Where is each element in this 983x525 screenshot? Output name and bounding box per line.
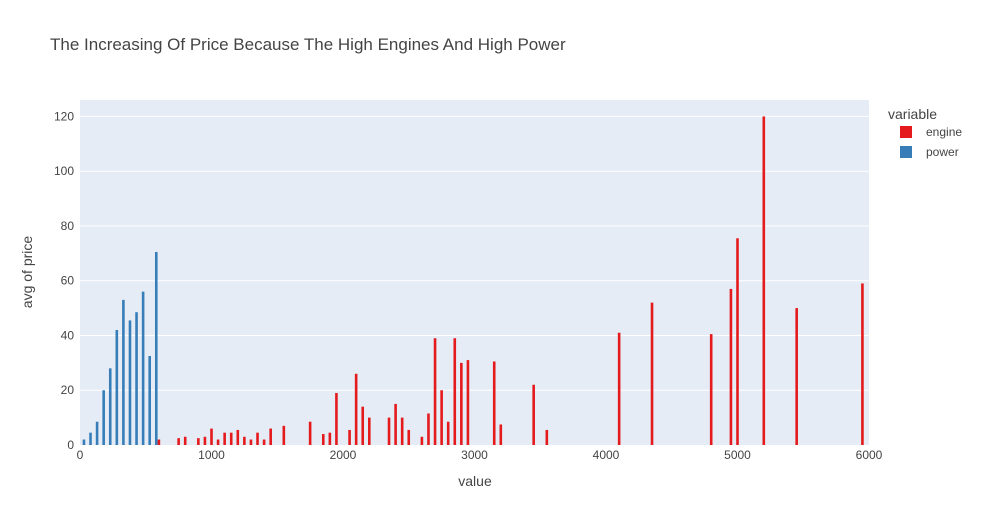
legend-swatch-engine[interactable] — [900, 126, 912, 138]
x-axis-title: value — [458, 473, 492, 489]
engine-bar[interactable] — [499, 424, 503, 445]
engine-bar[interactable] — [262, 439, 266, 445]
power-bar[interactable] — [82, 439, 86, 445]
x-tick-label: 5000 — [724, 448, 751, 462]
x-tick-label: 3000 — [461, 448, 488, 462]
engine-bar[interactable] — [269, 428, 272, 445]
engine-bar[interactable] — [308, 421, 312, 445]
legend-label-power[interactable]: power — [926, 145, 959, 159]
legend-swatch-power[interactable] — [900, 146, 912, 158]
engine-bar[interactable] — [400, 417, 404, 445]
legend[interactable]: variable engine power — [888, 106, 962, 159]
engine-bar[interactable] — [203, 436, 207, 445]
engine-bar[interactable] — [157, 439, 161, 445]
y-tick-label: 60 — [61, 274, 75, 288]
y-tick-label: 40 — [61, 328, 75, 342]
engine-bar[interactable] — [861, 283, 864, 445]
power-bar[interactable] — [108, 368, 112, 445]
engine-bar[interactable] — [236, 429, 240, 445]
x-axis-ticks: 0 1000 2000 3000 4000 5000 6000 — [77, 448, 883, 462]
engine-bar[interactable] — [532, 384, 535, 445]
engine-bar[interactable] — [282, 425, 286, 445]
engine-bar[interactable] — [328, 432, 332, 445]
engine-bar[interactable] — [223, 432, 226, 445]
engine-bar[interactable] — [795, 308, 798, 445]
engine-bar[interactable] — [348, 429, 351, 445]
x-tick-label: 4000 — [593, 448, 620, 462]
engine-bar[interactable] — [368, 417, 371, 445]
power-bar[interactable] — [95, 421, 99, 445]
engine-bar[interactable] — [256, 432, 259, 445]
plot-area — [80, 100, 869, 445]
power-bar[interactable] — [122, 299, 125, 445]
engine-bar[interactable] — [197, 438, 200, 445]
engine-bar[interactable] — [177, 438, 180, 445]
engine-bar[interactable] — [466, 360, 470, 445]
bars — [82, 116, 864, 445]
power-bar[interactable] — [135, 312, 138, 445]
engine-bar[interactable] — [709, 334, 713, 445]
engine-bar[interactable] — [210, 428, 213, 445]
power-bar[interactable] — [148, 356, 151, 445]
engine-bar[interactable] — [229, 432, 233, 445]
engine-bar[interactable] — [249, 439, 253, 445]
engine-bar[interactable] — [216, 439, 220, 445]
engine-bar[interactable] — [321, 434, 325, 445]
power-bar[interactable] — [128, 320, 132, 445]
engine-bar[interactable] — [446, 421, 450, 445]
x-tick-label: 0 — [77, 448, 84, 462]
engine-bar[interactable] — [492, 361, 496, 445]
legend-title: variable — [888, 106, 937, 122]
engine-bar[interactable] — [407, 429, 411, 445]
engine-bar[interactable] — [762, 116, 766, 445]
x-tick-label: 1000 — [198, 448, 225, 462]
power-bar[interactable] — [115, 330, 119, 445]
engine-bar[interactable] — [617, 332, 621, 445]
engine-bar[interactable] — [729, 288, 733, 445]
engine-bar[interactable] — [736, 238, 739, 445]
y-tick-label: 120 — [54, 109, 74, 123]
engine-bar[interactable] — [453, 338, 457, 445]
power-bar[interactable] — [102, 390, 105, 445]
y-tick-label: 80 — [61, 219, 75, 233]
legend-label-engine[interactable]: engine — [926, 125, 962, 139]
y-axis-title: avg of price — [19, 236, 35, 309]
engine-bar[interactable] — [394, 403, 397, 445]
power-bar[interactable] — [89, 432, 92, 445]
y-tick-label: 20 — [61, 383, 75, 397]
y-tick-label: 100 — [54, 164, 74, 178]
engine-bar[interactable] — [420, 436, 424, 445]
x-tick-label: 6000 — [856, 448, 883, 462]
chart-title: The Increasing Of Price Because The High… — [50, 35, 566, 54]
engine-bar[interactable] — [243, 436, 246, 445]
engine-bar[interactable] — [361, 406, 365, 445]
engine-bar[interactable] — [335, 392, 338, 445]
engine-bar[interactable] — [433, 338, 437, 445]
power-bar[interactable] — [154, 251, 158, 445]
engine-bar[interactable] — [460, 362, 463, 445]
engine-bar[interactable] — [650, 302, 654, 445]
x-tick-label: 2000 — [330, 448, 357, 462]
engine-bar[interactable] — [387, 417, 391, 445]
engine-bar[interactable] — [183, 436, 187, 445]
engine-bar[interactable] — [545, 429, 549, 445]
y-axis-ticks: 0 20 40 60 80 100 120 — [54, 109, 74, 452]
engine-bar[interactable] — [427, 413, 430, 445]
y-tick-label: 0 — [67, 438, 74, 452]
engine-bar[interactable] — [440, 390, 443, 445]
engine-bar[interactable] — [354, 373, 358, 445]
power-bar[interactable] — [141, 291, 145, 445]
